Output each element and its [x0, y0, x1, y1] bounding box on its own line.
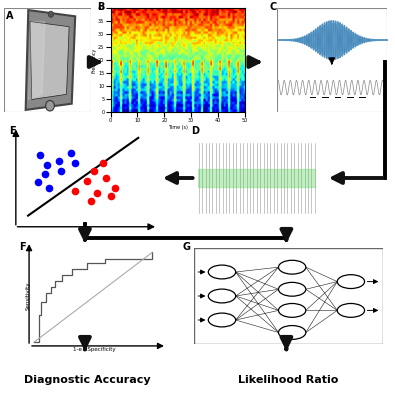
Text: G: G [182, 242, 190, 252]
Text: D: D [192, 126, 199, 136]
Text: Likelihood Ratio: Likelihood Ratio [238, 375, 339, 385]
Circle shape [278, 260, 306, 274]
Circle shape [337, 275, 365, 288]
Polygon shape [28, 22, 45, 100]
Text: A: A [6, 11, 13, 21]
X-axis label: 1-e - Specificity: 1-e - Specificity [73, 347, 116, 352]
Circle shape [278, 282, 306, 296]
Text: F: F [19, 242, 26, 252]
Circle shape [278, 326, 306, 339]
Y-axis label: Sensitivity: Sensitivity [25, 282, 30, 310]
Circle shape [208, 313, 236, 327]
Text: Diagnostic Accuracy: Diagnostic Accuracy [24, 375, 150, 385]
Polygon shape [26, 10, 75, 110]
Circle shape [337, 304, 365, 317]
Text: B: B [97, 2, 105, 12]
Y-axis label: Frequency: Frequency [92, 47, 97, 73]
Circle shape [278, 304, 306, 317]
Circle shape [208, 265, 236, 279]
Bar [276, 8, 387, 112]
Circle shape [48, 11, 53, 17]
Text: E: E [9, 126, 16, 136]
Bar [198, 169, 316, 187]
Polygon shape [30, 22, 69, 100]
Text: C: C [270, 2, 277, 12]
Circle shape [208, 289, 236, 303]
X-axis label: Time (s): Time (s) [168, 125, 188, 130]
Circle shape [46, 100, 55, 111]
